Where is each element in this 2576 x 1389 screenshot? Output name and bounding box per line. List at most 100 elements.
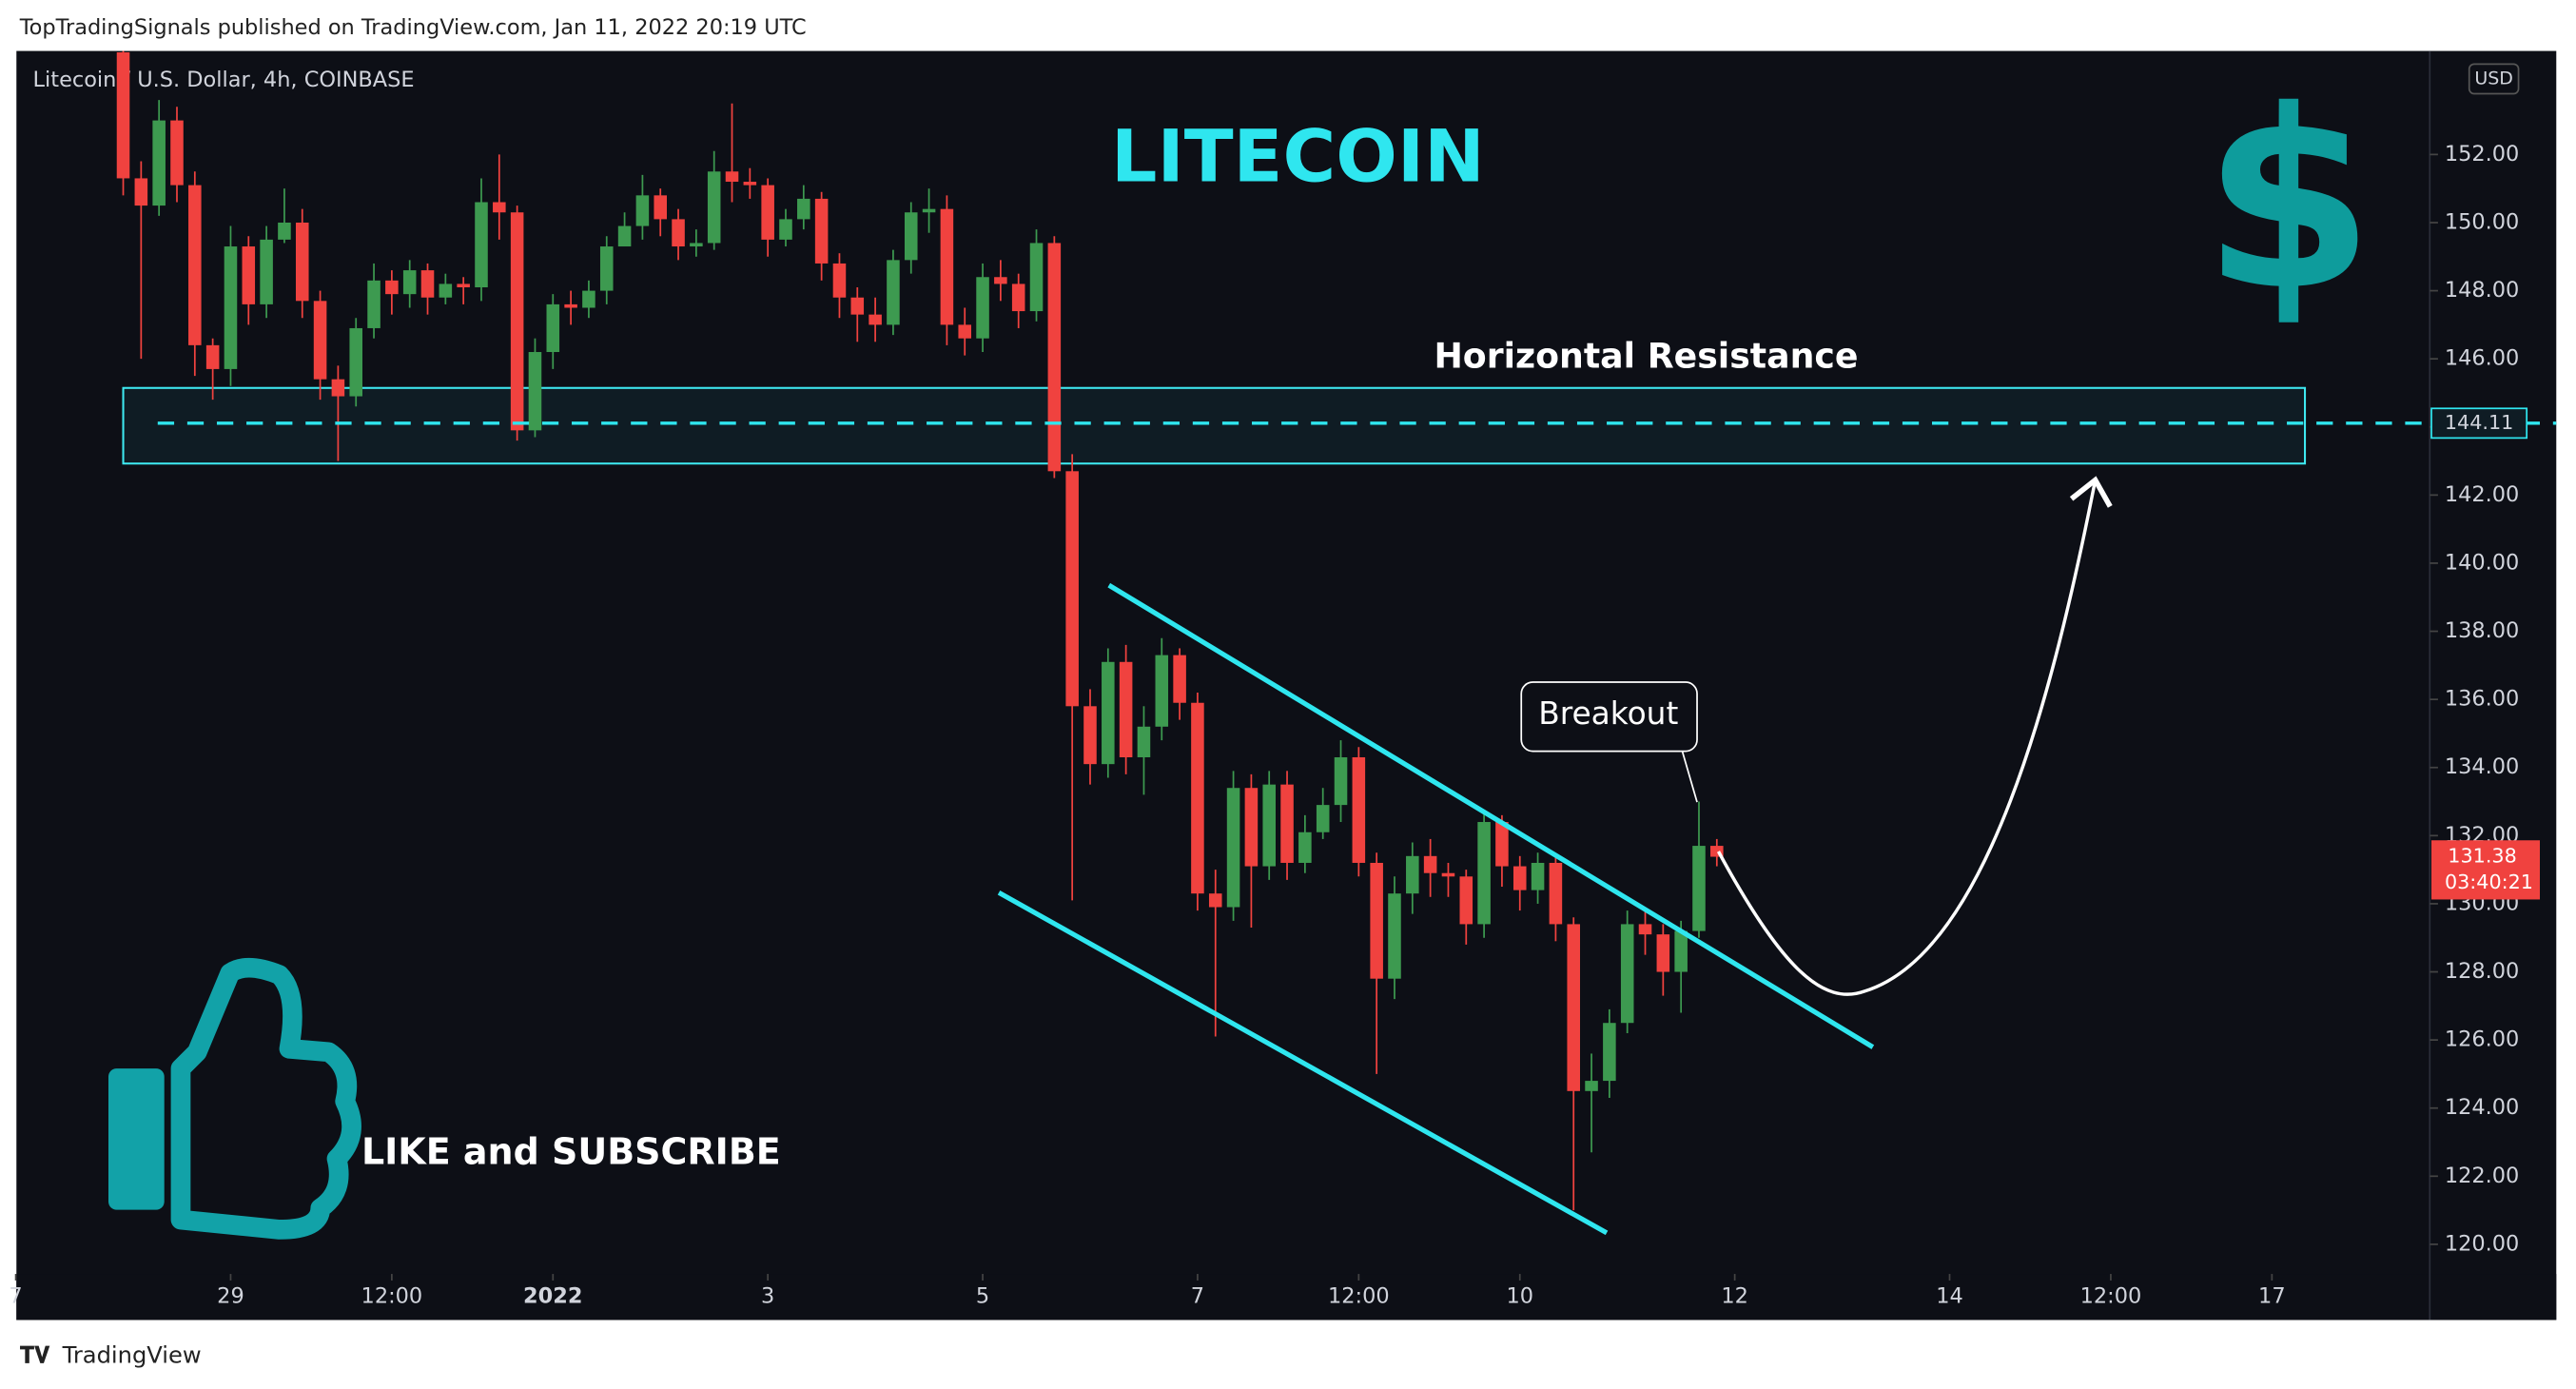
candle-body [1262,784,1276,867]
x-tick-label: 17 [2258,1284,2286,1309]
candle-body [1477,822,1491,925]
candle-body [1065,471,1079,707]
candle-body [420,270,435,298]
candle-body [1710,846,1724,857]
candle-body [1388,893,1401,979]
candle-body [617,225,632,247]
candle-body [1512,866,1527,890]
candle-body [205,344,220,369]
candle-body [457,284,470,287]
candle-body [1406,855,1419,894]
candle-body [295,222,309,302]
y-tick-label: 152.00 [2445,142,2519,166]
candle-body [224,246,238,369]
y-tick-label: 148.00 [2445,278,2519,303]
candle-body [1191,702,1204,894]
candle-body [1226,788,1240,908]
candle-body [1316,805,1330,832]
candle-body [152,120,166,206]
candle-body [707,171,721,244]
candle-body [1638,924,1652,935]
candle-body [654,195,668,220]
headline: LITECOIN [1111,113,1485,198]
thumb-icon [170,957,361,1240]
candle-body [599,246,614,291]
resistance-price-tag [2430,407,2528,440]
candle-body [1549,862,1563,925]
y-tick-label: 128.00 [2445,959,2519,984]
candle-body [439,284,453,298]
candle-body [188,185,202,345]
candle-body [260,239,273,304]
candle-body [349,327,363,397]
candle-body [814,198,829,264]
last-price-tag [2431,840,2541,900]
logo-mark: 𝐓𝐕 [20,1341,51,1368]
plot [116,50,1724,1211]
candle-body [940,208,954,325]
y-tick-label: 124.00 [2445,1095,2519,1120]
projection-arrow [1716,476,2113,996]
x-tick-label: 12 [1721,1284,1748,1309]
candle-body [1585,1081,1598,1091]
candle-body [1029,243,1044,312]
x-tick-label: 29 [217,1284,244,1309]
candle-body [1119,661,1133,758]
x-tick-label: 12:00 [2080,1284,2142,1309]
y-tick-label: 134.00 [2445,754,2519,779]
x-tick-label: 12:00 [1328,1284,1390,1309]
candle-body [582,290,595,308]
candle-body [1137,726,1151,758]
resistance-price: 144.11 [2445,411,2513,434]
x-tick-label: 7 [1191,1284,1204,1309]
candle-body [1441,872,1455,877]
candle-body [797,198,810,220]
resistance-label: Horizontal Resistance [1434,336,1858,377]
candle-body [672,219,685,247]
candle-body [1173,655,1186,703]
candle-body [1083,706,1097,765]
candle-body [367,280,381,328]
candle-body [1047,243,1062,472]
candle-body [779,219,792,240]
x-tick-label: 10 [1506,1284,1533,1309]
symbol-title: Litecoin / U.S. Dollar, 4h, COINBASE [33,68,415,92]
candle-body [976,277,989,339]
x-axis-strip [16,1274,2557,1321]
candle-body [134,178,148,206]
x-tick-label: 7 [9,1284,22,1309]
candle-body [564,303,577,308]
y-tick-label: 126.00 [2445,1027,2519,1052]
y-tick-label: 150.00 [2445,209,2519,234]
countdown: 03:40:21 [2445,871,2533,893]
y-tick-label: 142.00 [2445,482,2519,507]
x-tick-label: 3 [761,1284,774,1309]
candle-body [743,182,757,186]
candle-body [1692,846,1706,931]
candle-body [1674,930,1688,972]
candle-body [278,222,291,240]
candle-body [850,297,865,315]
candle-body [1280,784,1294,863]
candle-body [170,120,184,186]
channel-lower [997,890,1609,1236]
dollar-icon: $ [2203,58,2374,345]
candle-body [1102,661,1115,765]
candle-body [958,324,971,339]
currency: USD [2474,68,2513,88]
candle-body [242,246,256,304]
y-tick-label: 138.00 [2445,618,2519,643]
thumb-cuff [107,1068,165,1210]
candle-body [922,208,936,213]
candle-body [994,277,1007,284]
candle-body [635,195,650,226]
candle-body [1155,655,1169,727]
candle-body [887,260,900,325]
callout-pointer [1681,751,1698,803]
candle-body [510,212,524,431]
candle-body [1459,876,1473,925]
candle-body [1244,788,1259,867]
footer-brand: TradingView [62,1341,202,1368]
